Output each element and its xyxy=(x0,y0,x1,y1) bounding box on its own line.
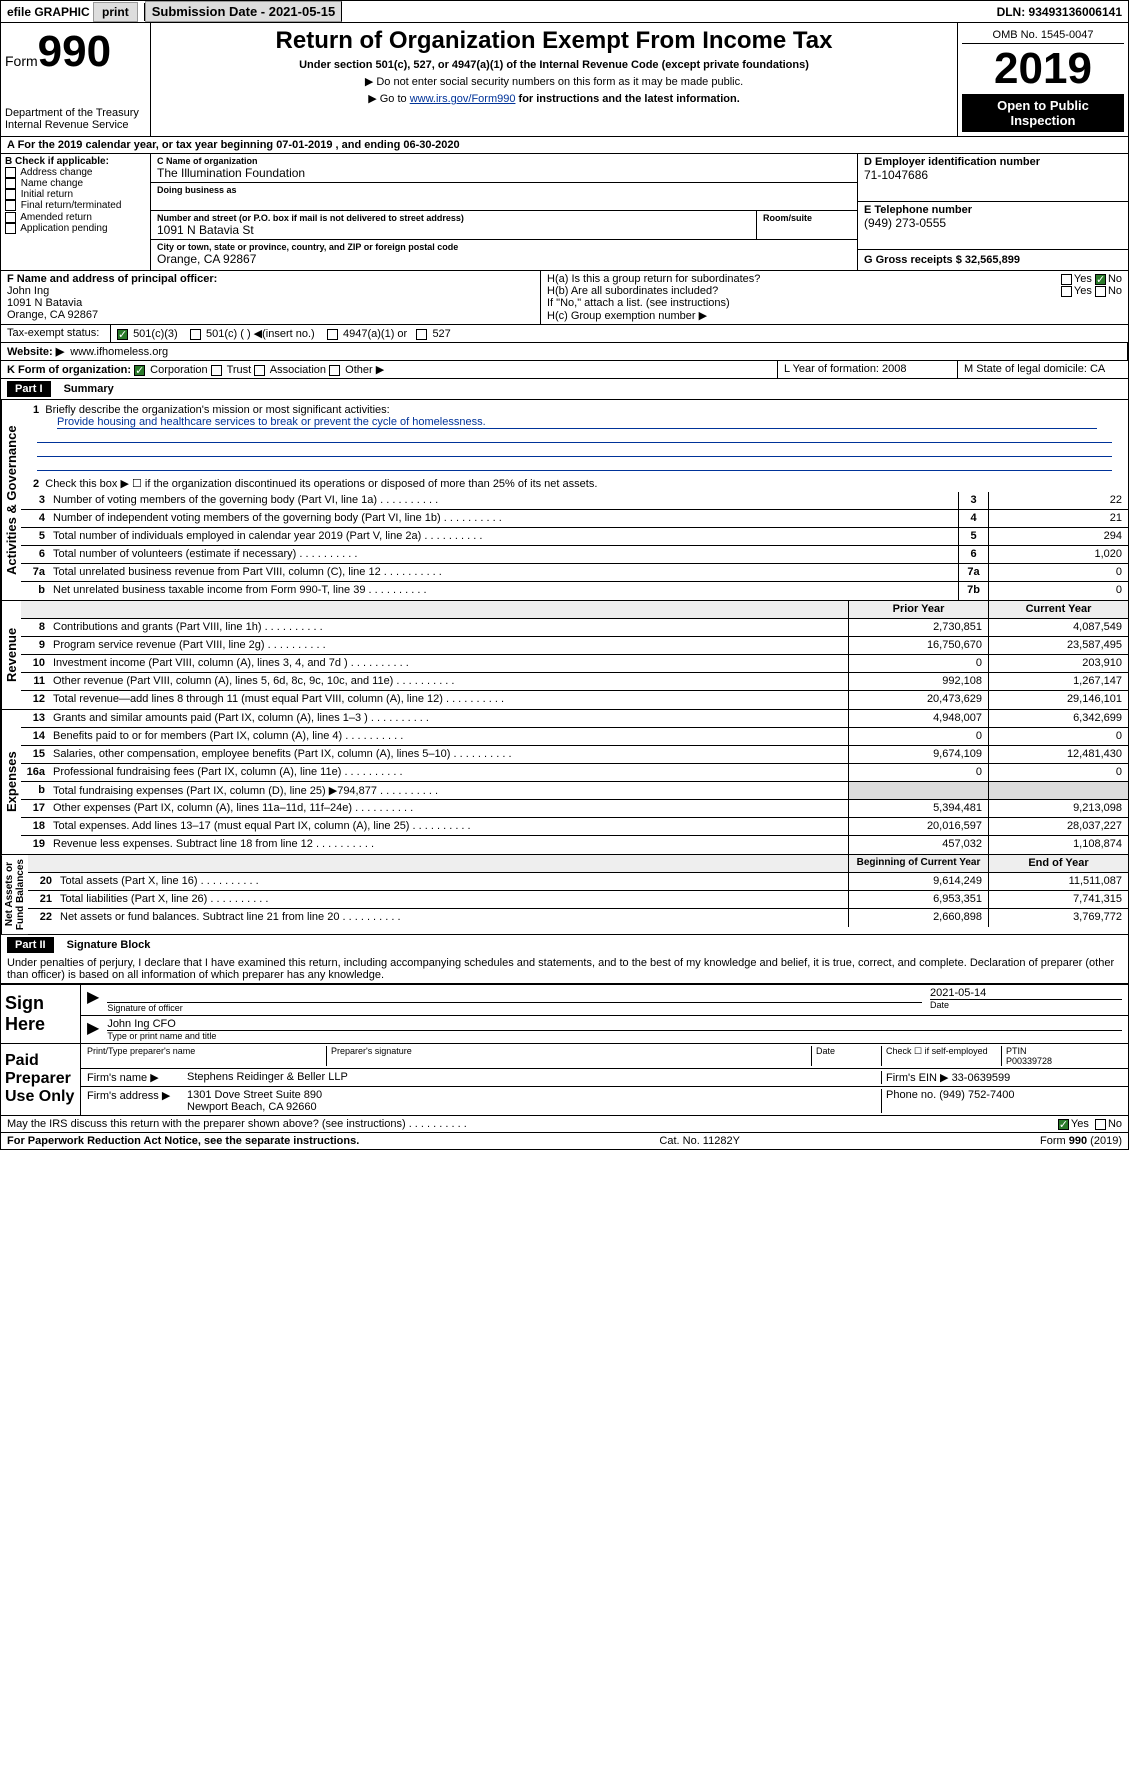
tax-exempt-status: 501(c)(3) 501(c) ( ) ◀(insert no.) 4947(… xyxy=(111,325,1128,342)
firm-name: Stephens Reidinger & Beller LLP xyxy=(187,1071,882,1084)
table-row: 7aTotal unrelated business revenue from … xyxy=(21,564,1128,582)
state-domicile: M State of legal domicile: CA xyxy=(958,361,1128,378)
net-assets-label: Net Assets orFund Balances xyxy=(1,855,28,934)
subtitle-2: ▶ Do not enter social security numbers o… xyxy=(161,75,947,88)
irs-link[interactable]: www.irs.gov/Form990 xyxy=(410,93,516,105)
table-row: 9Program service revenue (Part VIII, lin… xyxy=(21,637,1128,655)
discuss-row: May the IRS discuss this return with the… xyxy=(1,1115,1128,1132)
h-b: H(b) Are all subordinates included? Yes … xyxy=(547,285,1122,297)
dept-label: Department of the Treasury Internal Reve… xyxy=(5,107,146,131)
officer-name: John Ing CFO xyxy=(107,1018,1122,1031)
governance-label: Activities & Governance xyxy=(1,400,21,600)
b-checkbox[interactable] xyxy=(5,200,16,211)
discuss-yes-checkbox[interactable] xyxy=(1058,1119,1069,1130)
year-formation: L Year of formation: 2008 xyxy=(778,361,958,378)
table-row: 19Revenue less expenses. Subtract line 1… xyxy=(21,836,1128,854)
form-number: 990 xyxy=(38,27,111,76)
dln: DLN: 93493136006141 xyxy=(991,3,1128,21)
mission-text: Provide housing and healthcare services … xyxy=(57,416,1097,429)
omb-number: OMB No. 1545-0047 xyxy=(962,27,1124,44)
ptin: P00339728 xyxy=(1006,1056,1052,1066)
b-checkbox[interactable] xyxy=(5,167,16,178)
firm-phone: (949) 752-7400 xyxy=(939,1089,1014,1101)
table-row: 5Total number of individuals employed in… xyxy=(21,528,1128,546)
firm-ein: 33-0639599 xyxy=(952,1072,1011,1084)
org-name: The Illumination Foundation xyxy=(157,166,305,180)
table-row: 22Net assets or fund balances. Subtract … xyxy=(28,909,1128,927)
gross-receipts: G Gross receipts $ 32,565,899 xyxy=(864,254,1020,266)
h-c: H(c) Group exemption number ▶ xyxy=(547,309,1122,322)
corp-checkbox[interactable] xyxy=(134,365,145,376)
h-a: H(a) Is this a group return for subordin… xyxy=(547,273,1122,285)
table-row: 4Number of independent voting members of… xyxy=(21,510,1128,528)
form-header: Form990 Department of the Treasury Inter… xyxy=(1,23,1128,137)
tax-year: 2019 xyxy=(962,44,1124,94)
perjury-text: Under penalties of perjury, I declare th… xyxy=(1,955,1128,984)
form-of-org: K Form of organization: Corporation Trus… xyxy=(1,361,778,378)
form-title: Return of Organization Exempt From Incom… xyxy=(161,27,947,55)
table-row: 15Salaries, other compensation, employee… xyxy=(21,746,1128,764)
table-row: 20Total assets (Part X, line 16) 9,614,2… xyxy=(28,873,1128,891)
subtitle-3: ▶ Go to www.irs.gov/Form990 for instruct… xyxy=(161,92,947,105)
revenue-label: Revenue xyxy=(1,601,21,709)
row-a-period: A For the 2019 calendar year, or tax yea… xyxy=(1,137,1128,154)
org-address: 1091 N Batavia St xyxy=(157,223,254,237)
expenses-label: Expenses xyxy=(1,710,21,854)
b-checkbox[interactable] xyxy=(5,178,16,189)
efile-label: efile GRAPHIC xyxy=(7,5,90,19)
phone: (949) 273-0555 xyxy=(864,216,946,230)
firm-address: 1301 Dove Street Suite 890 Newport Beach… xyxy=(187,1089,882,1113)
table-row: 11Other revenue (Part VIII, column (A), … xyxy=(21,673,1128,691)
part-1-header: Part I xyxy=(7,381,51,397)
principal-officer: John Ing 1091 N Batavia Orange, CA 92867 xyxy=(7,285,534,321)
table-row: 12Total revenue—add lines 8 through 11 (… xyxy=(21,691,1128,709)
b-checkbox[interactable] xyxy=(5,223,16,234)
table-row: 18Total expenses. Add lines 13–17 (must … xyxy=(21,818,1128,836)
b-checkbox[interactable] xyxy=(5,189,16,200)
table-row: 6Total number of volunteers (estimate if… xyxy=(21,546,1128,564)
table-row: bTotal fundraising expenses (Part IX, co… xyxy=(21,782,1128,800)
table-row: 10Investment income (Part VIII, column (… xyxy=(21,655,1128,673)
sign-date: 2021-05-14 xyxy=(930,987,1122,1000)
table-row: 14Benefits paid to or for members (Part … xyxy=(21,728,1128,746)
org-city: Orange, CA 92867 xyxy=(157,252,256,266)
table-row: 21Total liabilities (Part X, line 26) 6,… xyxy=(28,891,1128,909)
open-inspection: Open to Public Inspection xyxy=(962,94,1124,132)
paid-preparer-label: Paid Preparer Use Only xyxy=(1,1044,81,1115)
b-checkbox[interactable] xyxy=(5,212,16,223)
top-bar: efile GRAPHIC print Submission Date - 20… xyxy=(0,0,1129,23)
table-row: 16aProfessional fundraising fees (Part I… xyxy=(21,764,1128,782)
table-row: 8Contributions and grants (Part VIII, li… xyxy=(21,619,1128,637)
section-b: B Check if applicable: Address change Na… xyxy=(1,154,151,270)
table-row: 13Grants and similar amounts paid (Part … xyxy=(21,710,1128,728)
501c3-checkbox[interactable] xyxy=(117,329,128,340)
sign-here-label: Sign Here xyxy=(1,985,81,1043)
footer: For Paperwork Reduction Act Notice, see … xyxy=(1,1132,1128,1149)
print-button[interactable]: print xyxy=(93,2,138,22)
submission-date: Submission Date - 2021-05-15 xyxy=(145,1,343,22)
part-2-header: Part II xyxy=(7,937,54,953)
ha-no-checkbox[interactable] xyxy=(1095,274,1106,285)
website-label: Website: ▶ xyxy=(7,346,64,358)
website-url: www.ifhomeless.org xyxy=(70,346,168,358)
subtitle-1: Under section 501(c), 527, or 4947(a)(1)… xyxy=(161,59,947,71)
ein: 71-1047686 xyxy=(864,168,928,182)
table-row: 17Other expenses (Part IX, column (A), l… xyxy=(21,800,1128,818)
table-row: 3Number of voting members of the governi… xyxy=(21,492,1128,510)
table-row: bNet unrelated business taxable income f… xyxy=(21,582,1128,600)
